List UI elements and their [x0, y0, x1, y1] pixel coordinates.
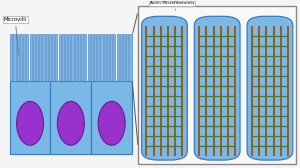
Bar: [68, 34, 70, 81]
Text: Actin Microfilaments: Actin Microfilaments: [150, 2, 194, 10]
Bar: [126, 34, 128, 81]
FancyBboxPatch shape: [194, 16, 240, 160]
Bar: [55, 34, 57, 81]
Bar: [100, 34, 103, 81]
Ellipse shape: [57, 101, 84, 145]
Bar: [23, 34, 25, 81]
Bar: [30, 34, 32, 81]
Bar: [14, 34, 16, 81]
Bar: [104, 34, 106, 81]
Bar: [58, 34, 61, 81]
Bar: [110, 34, 112, 81]
Text: Microvilli: Microvilli: [4, 17, 27, 55]
Ellipse shape: [16, 101, 44, 145]
Bar: [81, 34, 83, 81]
Bar: [10, 34, 12, 81]
Bar: [123, 34, 125, 81]
Bar: [50, 81, 91, 154]
Bar: [75, 34, 77, 81]
Bar: [91, 34, 93, 81]
Bar: [78, 34, 80, 81]
Bar: [20, 34, 22, 81]
FancyBboxPatch shape: [142, 16, 187, 160]
Bar: [10, 81, 50, 154]
Bar: [52, 34, 54, 81]
Bar: [107, 34, 109, 81]
Bar: [88, 34, 90, 81]
Bar: [46, 34, 48, 81]
Bar: [138, 6, 296, 164]
Bar: [129, 34, 131, 81]
Bar: [94, 34, 96, 81]
Bar: [71, 34, 74, 81]
Bar: [7, 33, 135, 156]
Bar: [33, 34, 35, 81]
Bar: [43, 34, 44, 81]
Bar: [97, 34, 99, 81]
Bar: [62, 34, 64, 81]
Bar: [26, 34, 28, 81]
Bar: [17, 34, 19, 81]
Bar: [117, 34, 118, 81]
Bar: [36, 34, 38, 81]
Bar: [91, 81, 132, 154]
Bar: [65, 34, 67, 81]
Bar: [84, 34, 86, 81]
FancyBboxPatch shape: [247, 16, 293, 160]
Bar: [49, 34, 51, 81]
Bar: [39, 34, 41, 81]
Ellipse shape: [98, 101, 125, 145]
Bar: [113, 34, 116, 81]
Bar: [120, 34, 122, 81]
